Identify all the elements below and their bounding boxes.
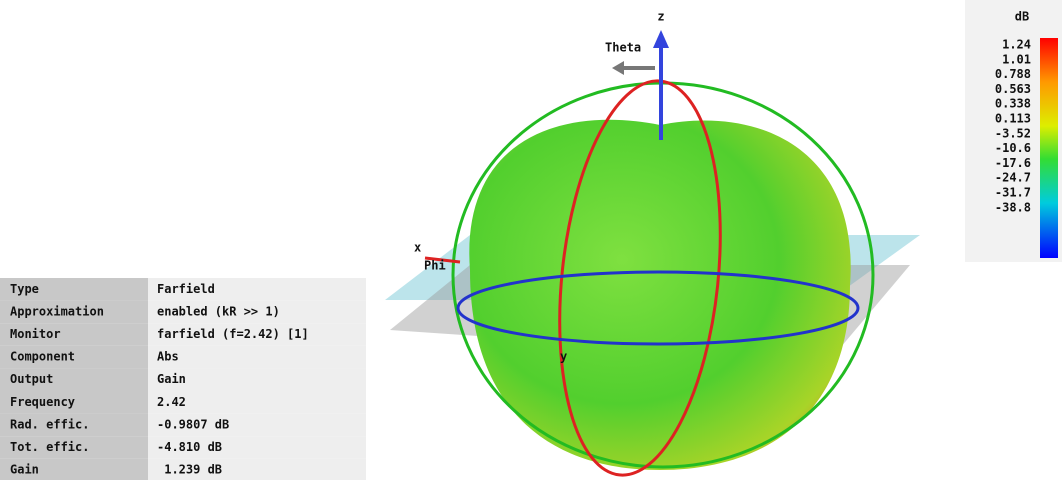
property-label: Monitor bbox=[10, 327, 61, 341]
theta-arrowhead bbox=[612, 61, 624, 75]
phi-label: Phi bbox=[424, 259, 446, 273]
property-value: Abs bbox=[157, 350, 179, 364]
property-label: Rad. effic. bbox=[10, 417, 89, 431]
value-cell bbox=[148, 323, 366, 346]
label-cell bbox=[0, 278, 148, 301]
y-label: y bbox=[560, 350, 567, 364]
property-label: Frequency bbox=[10, 395, 75, 409]
legend-label: 1.01 bbox=[1002, 52, 1031, 66]
theta-label: Theta bbox=[605, 41, 641, 55]
label-cell bbox=[0, 300, 148, 324]
color-legend: dB 1.241.010.7880.5630.3380.113-3.52-10.… bbox=[965, 0, 1062, 262]
color-bar bbox=[1040, 38, 1058, 258]
label-cell bbox=[0, 323, 148, 346]
legend-label: -38.8 bbox=[995, 200, 1031, 214]
legend-label: -17.6 bbox=[995, 156, 1031, 170]
property-label: Type bbox=[10, 282, 39, 296]
circle-blue bbox=[456, 270, 860, 346]
x-label: x bbox=[414, 241, 421, 255]
legend-title: dB bbox=[1015, 10, 1029, 24]
z-label: z bbox=[657, 10, 664, 24]
scene: z Theta x Phi y bbox=[385, 10, 920, 477]
property-value: -0.9807 dB bbox=[157, 417, 229, 431]
legend-label: -24.7 bbox=[995, 171, 1031, 185]
legend-label: 0.113 bbox=[995, 112, 1031, 126]
property-value: 1.239 dB bbox=[157, 463, 222, 477]
property-value: farfield (f=2.42) [1] bbox=[157, 327, 309, 341]
label-cell bbox=[0, 413, 148, 437]
legend-label: -31.7 bbox=[995, 186, 1031, 200]
legend-label: 0.563 bbox=[995, 82, 1031, 96]
property-value: -4.810 dB bbox=[157, 440, 222, 454]
value-cell bbox=[148, 368, 366, 391]
value-cell bbox=[148, 300, 366, 324]
property-label: Output bbox=[10, 372, 53, 386]
properties-table: Type Farfield Approximation enabled (kR >> … bbox=[0, 278, 366, 480]
x-axis bbox=[424, 256, 461, 264]
property-value: Farfield bbox=[157, 282, 215, 296]
label-cell bbox=[0, 458, 148, 480]
value-cell bbox=[148, 436, 366, 459]
pattern-surface bbox=[469, 119, 851, 470]
value-cell bbox=[148, 278, 366, 301]
property-label: Component bbox=[10, 350, 75, 364]
property-label: Approximation bbox=[10, 304, 104, 318]
value-cell bbox=[148, 391, 366, 414]
label-cell bbox=[0, 391, 148, 414]
label-cell bbox=[0, 436, 148, 459]
legend-label: 0.788 bbox=[995, 67, 1031, 81]
label-cell bbox=[0, 368, 148, 391]
value-cell bbox=[148, 345, 366, 369]
z-arrow bbox=[653, 30, 669, 48]
value-cell bbox=[148, 458, 366, 480]
label-cell bbox=[0, 345, 148, 369]
property-label: Tot. effic. bbox=[10, 440, 89, 454]
legend-label: 1.24 bbox=[1002, 38, 1031, 52]
legend-label: -10.6 bbox=[995, 141, 1031, 155]
property-value: 2.42 bbox=[157, 395, 186, 409]
property-label: Gain bbox=[10, 463, 39, 477]
value-cell bbox=[148, 413, 366, 437]
legend-label: -3.52 bbox=[995, 126, 1031, 140]
property-value: Gain bbox=[157, 372, 186, 386]
legend-label: 0.338 bbox=[995, 97, 1031, 111]
property-value: enabled (kR >> 1) bbox=[157, 304, 280, 318]
